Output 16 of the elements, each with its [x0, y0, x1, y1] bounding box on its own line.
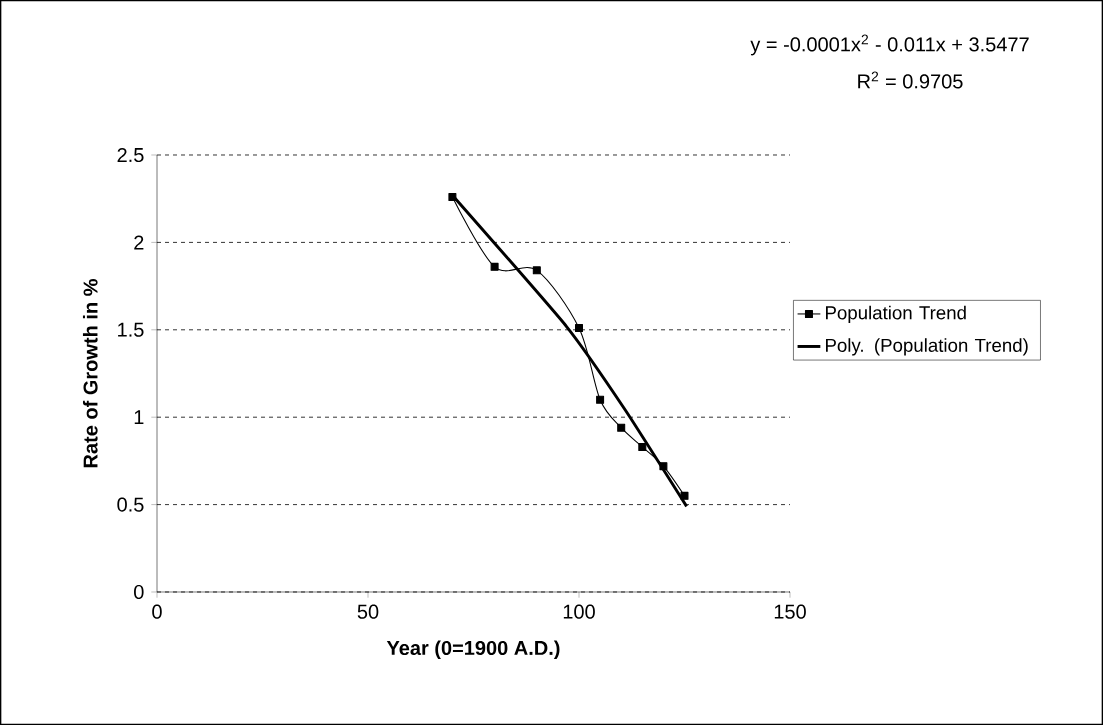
y-tick-label: 2	[134, 235, 144, 250]
x-tick-label: 100	[563, 604, 595, 619]
x-axis-title: Year (0=1900 A.D.)	[386, 640, 560, 660]
y-tick-label: 0.5	[117, 497, 144, 512]
legend-label: Population Trend	[826, 305, 966, 324]
x-tick-label: 0	[152, 604, 162, 619]
y-tick-label: 1.5	[118, 322, 144, 337]
text: R$^{2}$ = 0.9705	[858, 71, 963, 89]
x-tick-label: 150	[774, 604, 806, 619]
y-tick-label: 2.5	[117, 147, 144, 163]
text: y = -0.0001x$^{2}$ - 0.011x + 3.5477	[750, 34, 1029, 56]
y-axis-title: Rate of Growth in %	[82, 279, 98, 468]
legend-label: Poly. (Population Trend)	[826, 338, 1028, 356]
y-tick-label: 0	[134, 584, 144, 600]
x-tick-label: 50	[357, 604, 379, 619]
y-tick-label: 1	[134, 410, 144, 425]
